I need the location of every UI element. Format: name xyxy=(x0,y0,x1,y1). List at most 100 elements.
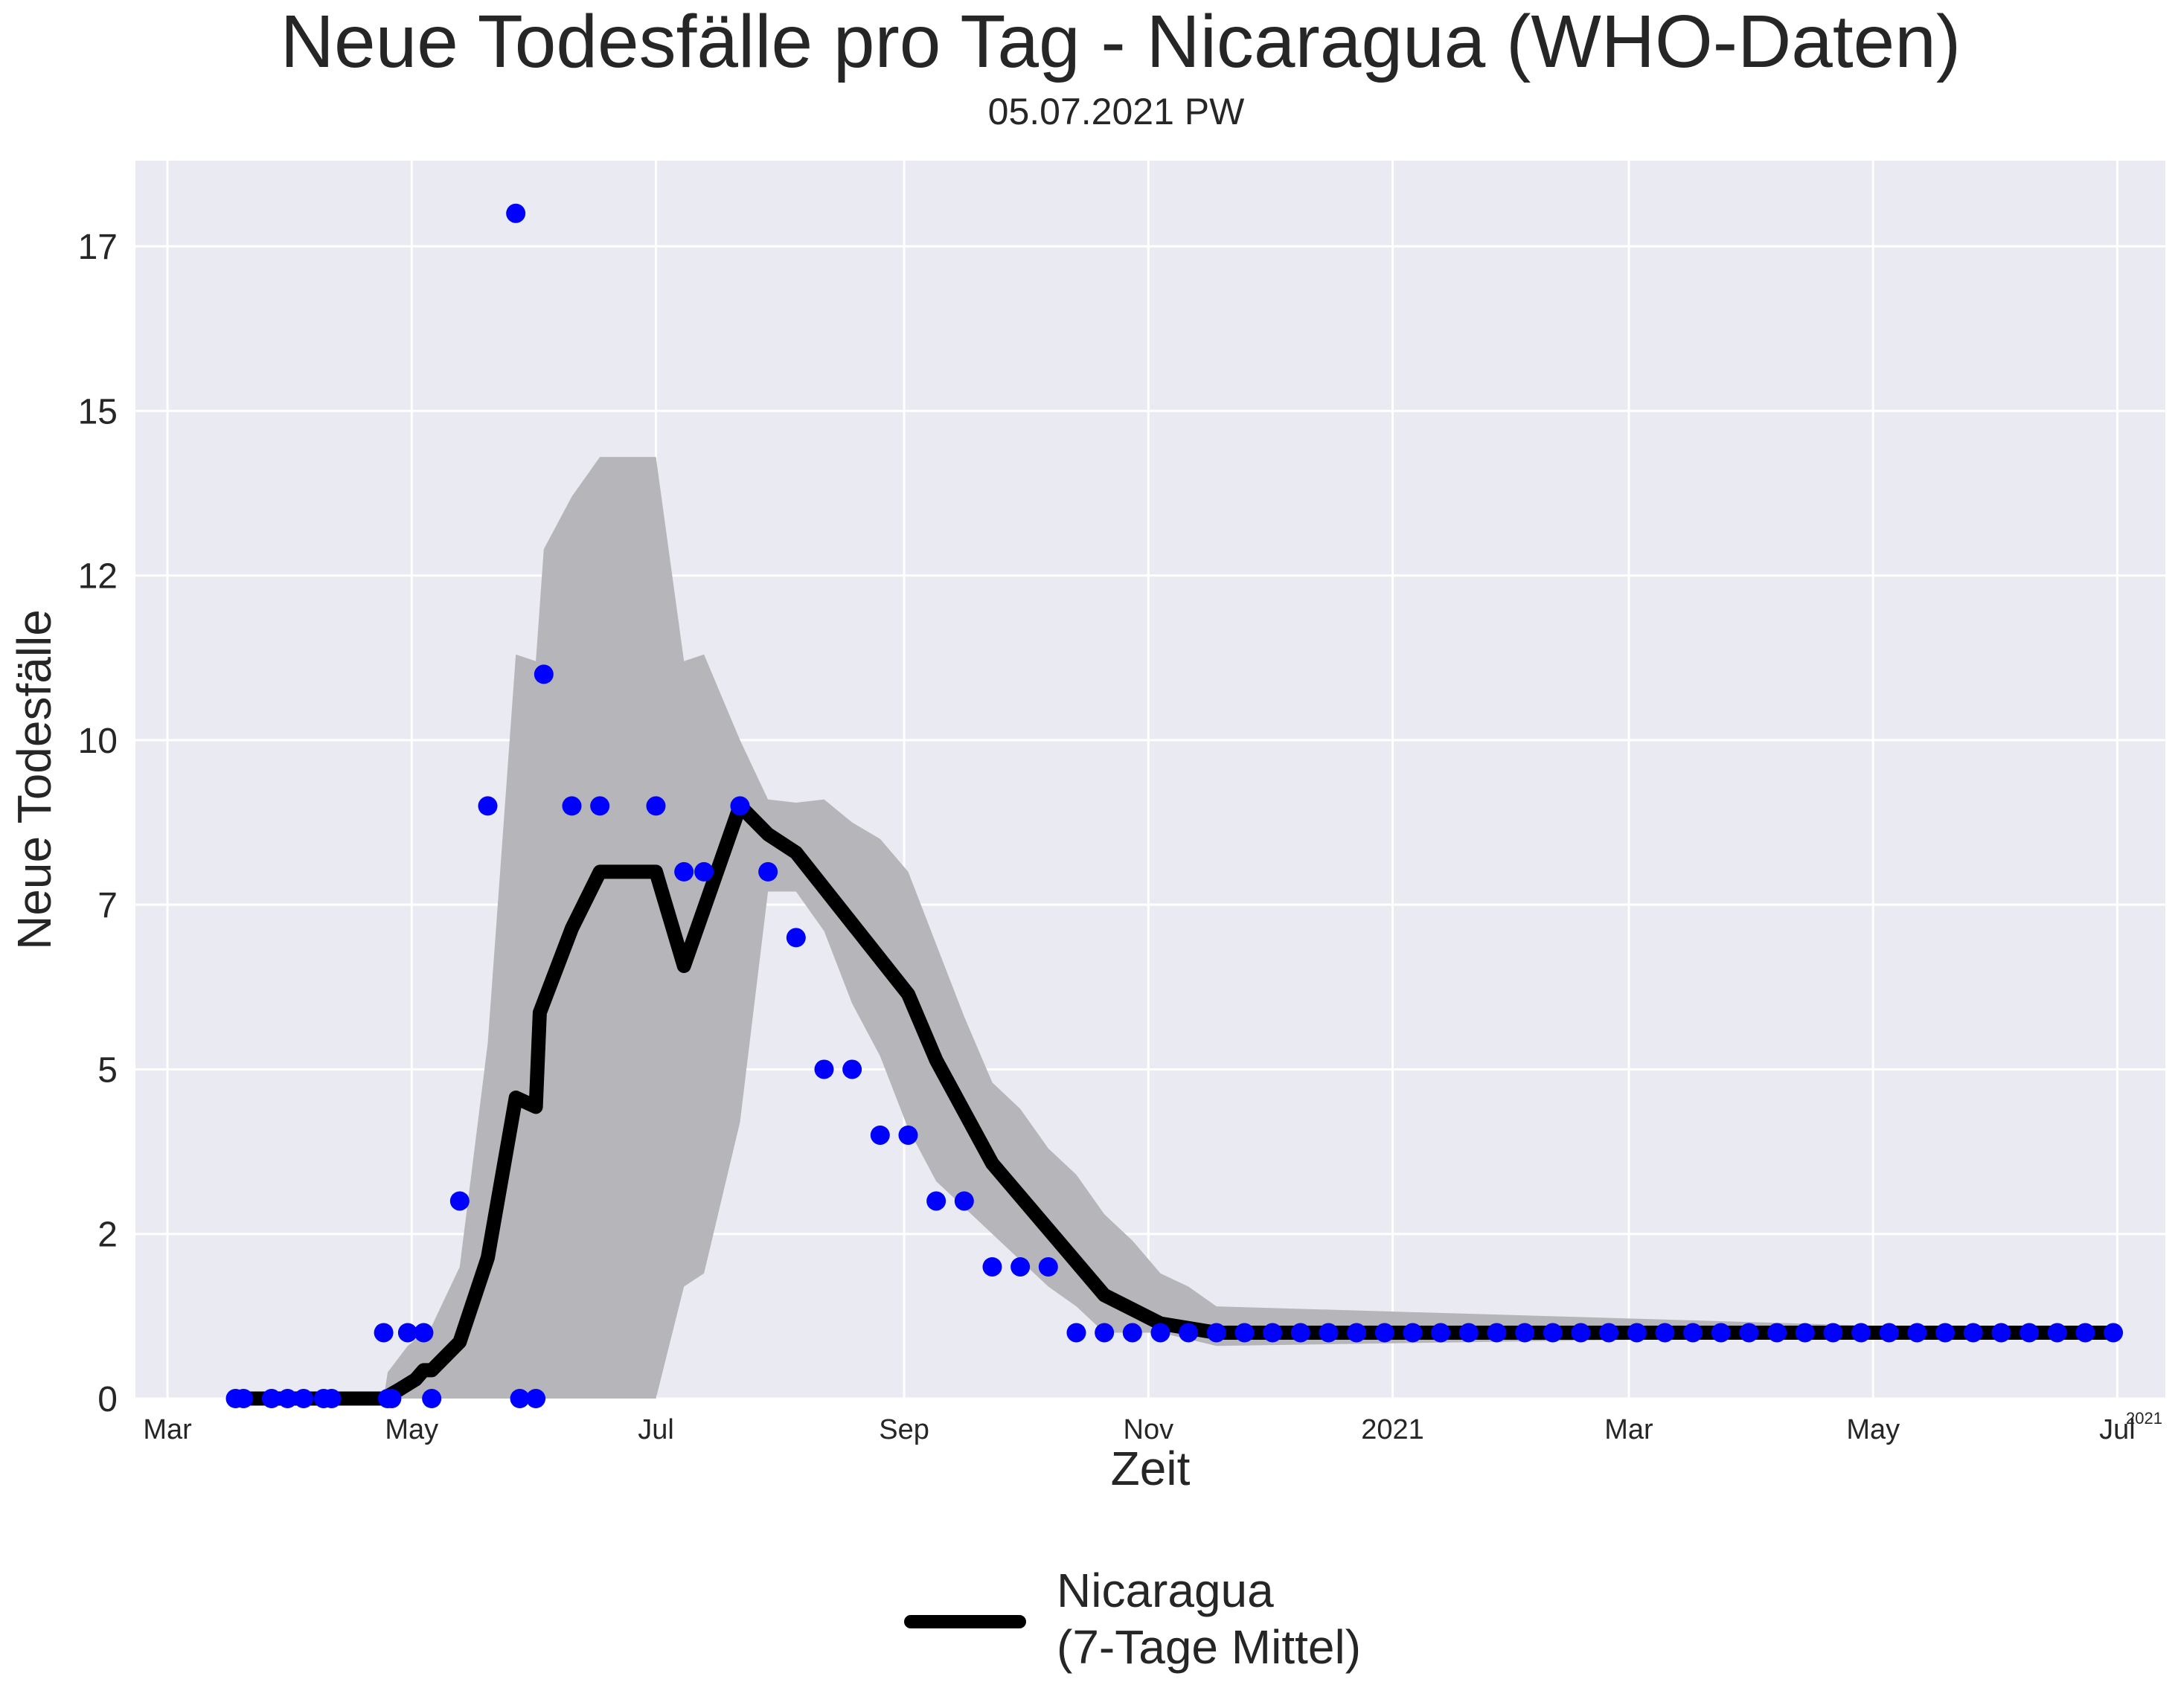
data-point xyxy=(1599,1323,1619,1343)
data-point xyxy=(1347,1323,1367,1343)
data-point xyxy=(1739,1323,1759,1343)
data-point xyxy=(1179,1323,1199,1343)
data-point xyxy=(1627,1323,1647,1343)
data-point xyxy=(506,203,526,223)
chart-subtitle: 05.07.2021 PW xyxy=(988,91,1245,132)
data-point xyxy=(982,1256,1002,1277)
data-point xyxy=(730,796,750,816)
data-point xyxy=(2047,1323,2067,1343)
data-point xyxy=(786,928,806,948)
x-tick-label: Nov xyxy=(1124,1414,1174,1445)
data-point xyxy=(2075,1323,2095,1343)
data-point xyxy=(898,1125,918,1145)
data-point xyxy=(234,1389,254,1408)
data-point xyxy=(1431,1323,1451,1343)
y-tick-label: 0 xyxy=(97,1380,118,1419)
x-tick-label: Mar xyxy=(143,1414,192,1445)
data-point xyxy=(954,1191,974,1211)
data-point xyxy=(1683,1323,1703,1343)
y-axis-label: Neue Todesfälle xyxy=(7,609,61,950)
data-point xyxy=(1543,1323,1563,1343)
data-point xyxy=(449,1191,470,1211)
y-tick-label: 7 xyxy=(97,886,118,925)
data-point xyxy=(870,1125,890,1145)
band-area xyxy=(235,457,2114,1399)
data-point xyxy=(1655,1323,1675,1343)
plot-area xyxy=(135,161,2165,1399)
data-point xyxy=(1038,1256,1058,1277)
x-axis-label: Zeit xyxy=(1111,1442,1191,1495)
x-tick-label: Sep xyxy=(879,1414,929,1445)
data-point xyxy=(526,1389,546,1408)
data-point xyxy=(758,861,778,882)
data-point xyxy=(1095,1323,1115,1343)
data-point xyxy=(1487,1323,1507,1343)
data-point xyxy=(1963,1323,1983,1343)
data-point xyxy=(1935,1323,1956,1343)
average-line-path xyxy=(228,798,2121,1406)
data-point xyxy=(1066,1323,1086,1343)
data-point xyxy=(1879,1323,1899,1343)
x-tick-label: May xyxy=(1846,1414,1900,1445)
data-point xyxy=(1851,1323,1871,1343)
legend: Nicaragua (7-Tage Mittel) xyxy=(904,1564,1361,1674)
data-point xyxy=(1458,1323,1479,1343)
data-point xyxy=(694,861,714,882)
data-point xyxy=(1150,1323,1170,1343)
legend-label: Nicaragua (7-Tage Mittel) xyxy=(1057,1564,1361,1674)
data-point xyxy=(293,1389,313,1408)
daily-deaths-points xyxy=(225,203,2124,1408)
data-point xyxy=(814,1059,834,1079)
y-tick-label: 5 xyxy=(97,1050,118,1090)
data-point xyxy=(842,1059,862,1079)
data-point xyxy=(261,1389,281,1408)
data-point xyxy=(1403,1323,1423,1343)
data-point xyxy=(1767,1323,1787,1343)
x-tick-label: Jul xyxy=(638,1414,674,1445)
x-tick-label: Mar xyxy=(1604,1414,1653,1445)
data-point xyxy=(926,1191,947,1211)
data-point xyxy=(374,1323,394,1343)
data-point xyxy=(1010,1256,1031,1277)
data-point xyxy=(1907,1323,1927,1343)
data-point xyxy=(321,1389,342,1408)
data-point xyxy=(1263,1323,1283,1343)
x-tick-labels: Mar May Jul Sep Nov 2021 Mar May Jul xyxy=(143,1414,2135,1445)
data-point xyxy=(646,796,666,816)
chart-title: Neue Todesfälle pro Tag - Nicaragua (WHO… xyxy=(281,0,1961,83)
y-tick-label: 2 xyxy=(97,1216,118,1255)
data-point xyxy=(397,1323,417,1343)
data-point xyxy=(562,796,582,816)
data-point xyxy=(278,1389,298,1408)
x-tick-label: Jul xyxy=(2099,1414,2136,1445)
data-point xyxy=(2104,1323,2124,1343)
data-point xyxy=(478,796,498,816)
x-axis-offset-label: 2021 xyxy=(2126,1409,2162,1428)
x-tick-label: 2021 xyxy=(1361,1414,1424,1445)
y-tick-label: 15 xyxy=(78,392,118,431)
data-point xyxy=(382,1389,402,1408)
data-point xyxy=(2020,1323,2040,1343)
data-point xyxy=(1571,1323,1591,1343)
data-point xyxy=(1290,1323,1310,1343)
y-tick-label: 12 xyxy=(78,557,118,597)
data-point xyxy=(414,1323,434,1343)
rolling-average-line xyxy=(228,798,2121,1406)
data-point xyxy=(422,1389,442,1408)
y-tick-labels: 0 2 5 7 10 12 15 17 xyxy=(78,228,118,1419)
data-point xyxy=(1515,1323,1535,1343)
gridlines xyxy=(135,161,2165,1400)
confidence-band xyxy=(235,457,2114,1399)
data-point xyxy=(1795,1323,1815,1343)
y-tick-label: 10 xyxy=(78,722,118,761)
data-point xyxy=(1374,1323,1394,1343)
x-tick-label: May xyxy=(385,1414,438,1445)
data-point xyxy=(1206,1323,1226,1343)
data-point xyxy=(534,664,554,684)
data-point xyxy=(1234,1323,1255,1343)
data-point xyxy=(1319,1323,1339,1343)
data-point xyxy=(590,796,610,816)
data-point xyxy=(510,1389,530,1408)
legend-label-line: Nicaragua xyxy=(1057,1564,1274,1617)
